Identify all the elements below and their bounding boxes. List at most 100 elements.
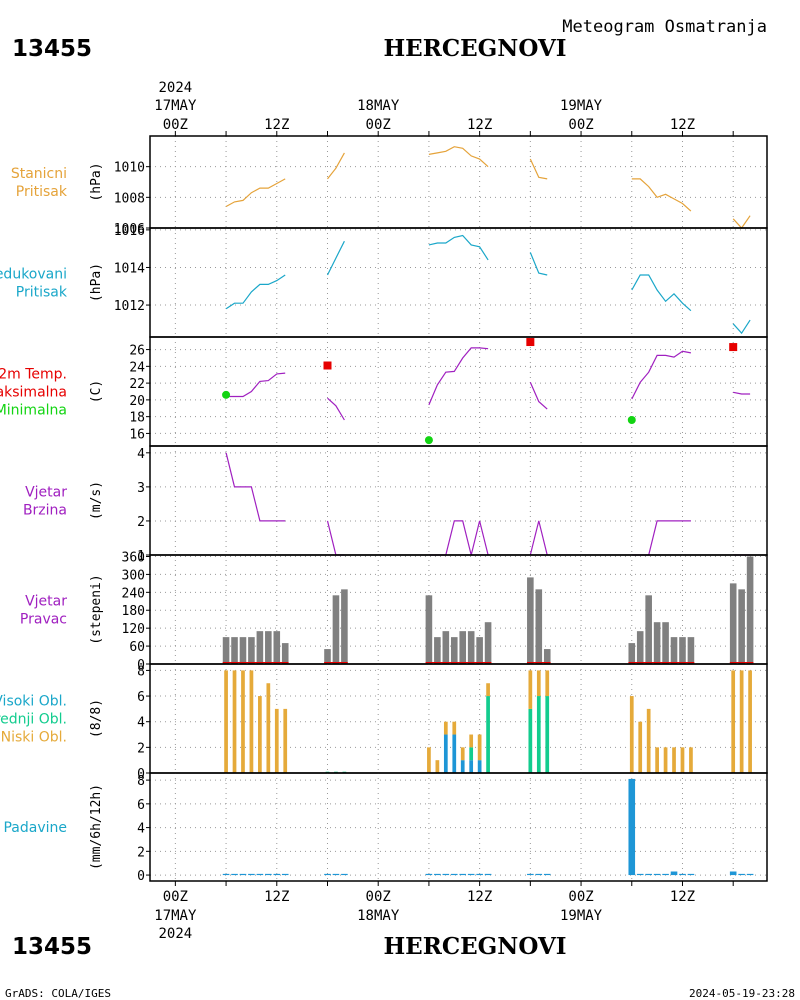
y-axis-label: (hPa) bbox=[89, 263, 104, 302]
bar bbox=[477, 734, 482, 761]
bar bbox=[434, 637, 441, 664]
time-label-top: 00Z bbox=[163, 117, 188, 133]
panel-oblaci: 0 2 4 6 8 (8/8) Visoki Obl. Srednji Obl. Niski O… bbox=[0, 663, 768, 782]
bar bbox=[266, 683, 271, 773]
bar bbox=[459, 873, 467, 876]
series-line bbox=[529, 382, 548, 410]
y-tick-label: 0 bbox=[137, 658, 145, 673]
y-tick-label: 8 bbox=[137, 774, 145, 789]
bar bbox=[527, 873, 534, 876]
min-temp-marker bbox=[627, 416, 636, 425]
bar bbox=[450, 637, 458, 664]
meteogram-panels: 100610081010(hPa)StanicniPritisak1012101… bbox=[0, 135, 768, 884]
panel-vjetar_pravac: 0 60 120 180 240 300 360 (stepeni) Vjetar Pravac bbox=[20, 550, 768, 673]
time-label-bottom: 00Z bbox=[366, 889, 391, 905]
y-axis-label: (8/8) bbox=[89, 699, 104, 738]
bar bbox=[467, 631, 475, 664]
series-line bbox=[326, 240, 345, 276]
time-label-top: 00Z bbox=[568, 117, 593, 133]
bar bbox=[281, 873, 289, 876]
bar bbox=[469, 760, 474, 773]
bar bbox=[459, 631, 467, 664]
bar bbox=[527, 577, 534, 664]
bar bbox=[636, 873, 644, 876]
bar bbox=[636, 631, 644, 664]
bar bbox=[535, 589, 543, 664]
bar bbox=[738, 873, 745, 876]
bar bbox=[645, 595, 652, 664]
panel-stanicni: 1006 1008 1010 (hPa) Stanicni Pritisak bbox=[11, 135, 768, 237]
bar bbox=[536, 696, 541, 773]
bar bbox=[535, 873, 543, 876]
bar bbox=[536, 670, 541, 697]
panel-label: Brzina bbox=[23, 503, 67, 519]
bar bbox=[655, 747, 659, 773]
bar bbox=[467, 873, 475, 876]
bar bbox=[662, 622, 669, 664]
bar bbox=[545, 696, 550, 773]
bar bbox=[450, 873, 458, 876]
y-tick-label: 120 bbox=[122, 622, 145, 637]
bar bbox=[249, 670, 254, 773]
bar bbox=[256, 873, 264, 876]
bar bbox=[662, 873, 669, 876]
bar bbox=[653, 873, 661, 876]
max-temp-marker bbox=[729, 343, 738, 352]
bar bbox=[628, 778, 636, 876]
bar bbox=[324, 873, 331, 876]
bar bbox=[528, 708, 533, 773]
y-tick-label: 4 bbox=[137, 716, 145, 731]
date-label-top: 19MAY bbox=[560, 98, 603, 114]
y-axis-label: (hPa) bbox=[89, 162, 104, 201]
bar bbox=[435, 760, 440, 773]
panel-label: Niski Obl. bbox=[1, 730, 67, 746]
series-line bbox=[529, 158, 548, 180]
series-line bbox=[428, 234, 489, 261]
min-temp-marker bbox=[424, 436, 433, 445]
y-tick-label: 22 bbox=[129, 377, 145, 392]
bar bbox=[273, 631, 281, 664]
y-tick-label: 1014 bbox=[114, 261, 145, 276]
bar bbox=[486, 683, 490, 697]
panel-label: Stanicni bbox=[11, 166, 67, 182]
product-title: Meteogram Osmatranja bbox=[562, 17, 767, 37]
y-tick-label: 18 bbox=[129, 411, 145, 426]
bar bbox=[484, 622, 492, 664]
y-tick-label: 60 bbox=[129, 640, 145, 655]
y-tick-label: 0 bbox=[137, 869, 145, 884]
software-credit: GrADS: COLA/IGES bbox=[5, 987, 111, 1000]
panel-label: Pravac bbox=[20, 612, 67, 628]
bar bbox=[248, 637, 255, 664]
y-tick-label: 8 bbox=[137, 664, 145, 679]
bar bbox=[332, 595, 340, 664]
bar bbox=[672, 747, 676, 773]
time-axis: 00Z 00Z 17MAY 17MAY 2024 2024 12Z 12Z 00Z 00Z 18MA… bbox=[154, 80, 734, 942]
y-axis-label: (mm/6h/12h) bbox=[89, 784, 104, 870]
date-label-top: 18MAY bbox=[357, 98, 400, 114]
bar bbox=[746, 873, 754, 876]
y-tick-label: 2 bbox=[137, 741, 145, 756]
series-line bbox=[327, 152, 345, 180]
bar bbox=[281, 643, 289, 664]
date-label-top: 17MAY bbox=[154, 98, 197, 114]
generated-timestamp: 2024-05-19-23:28 bbox=[689, 987, 795, 1000]
y-tick-label: 0 bbox=[137, 767, 145, 782]
bar bbox=[222, 873, 230, 876]
series-line bbox=[226, 372, 286, 398]
panel-vjetar_brzina: 1 2 3 4 (m/s) Vjetar Brzina bbox=[23, 445, 768, 564]
panel-label: Pritisak bbox=[16, 184, 68, 200]
series-line bbox=[428, 347, 489, 406]
bar bbox=[231, 637, 238, 664]
series-line bbox=[631, 274, 692, 312]
bar bbox=[231, 873, 238, 876]
panel-label: Visoki Obl. bbox=[0, 694, 67, 710]
bar bbox=[687, 637, 695, 664]
bar bbox=[341, 873, 348, 876]
y-tick-label: 16 bbox=[129, 427, 145, 442]
min-temp-marker bbox=[222, 390, 231, 399]
series-line bbox=[225, 178, 286, 208]
bar bbox=[629, 696, 634, 773]
bar bbox=[670, 637, 678, 664]
bar bbox=[739, 670, 744, 773]
